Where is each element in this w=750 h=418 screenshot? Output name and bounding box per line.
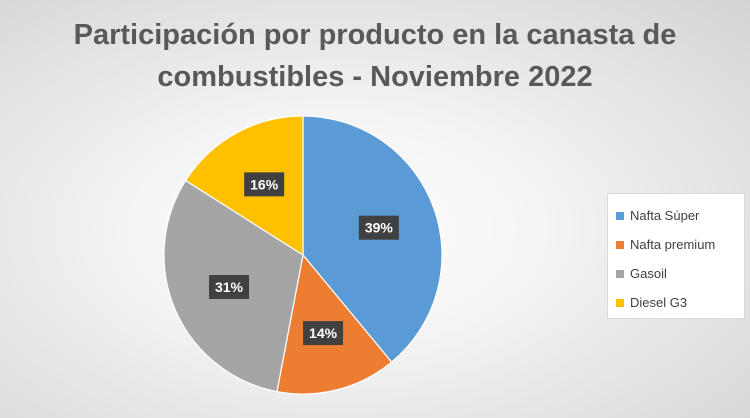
data-label-nafta-super: 39% [358, 215, 399, 240]
legend-swatch [616, 211, 624, 220]
data-label-diesel-g3: 16% [244, 172, 285, 197]
data-label-nafta-premium: 14% [303, 321, 344, 346]
legend-swatch [616, 269, 624, 278]
legend: Nafta Súper Nafta premium Gasoil Diesel … [607, 193, 745, 319]
chart-title: Participación por producto en la canasta… [0, 14, 750, 98]
legend-label: Gasoil [630, 266, 667, 281]
legend-label: Nafta Súper [630, 208, 700, 223]
legend-item-nafta-premium: Nafta premium [616, 230, 744, 259]
pie-slices [163, 115, 443, 395]
data-label-box [209, 275, 250, 300]
data-label-box [358, 215, 399, 240]
data-label-box [303, 321, 344, 346]
data-label-text: 14% [309, 325, 338, 341]
legend-item-diesel-g3: Diesel G3 [616, 288, 744, 317]
legend-swatch [616, 240, 624, 249]
chart-title-line-1: Participación por producto en la canasta… [73, 19, 677, 51]
data-label-text: 16% [250, 176, 279, 192]
legend-swatch [616, 298, 624, 307]
pie-data-labels: 39% 14% 31% 16% [209, 172, 399, 346]
legend-label: Nafta premium [630, 237, 716, 252]
data-label-gasoil: 31% [209, 275, 250, 300]
legend-item-gasoil: Gasoil [616, 259, 744, 288]
data-label-text: 31% [215, 279, 244, 295]
legend-item-nafta-super: Nafta Súper [616, 201, 744, 230]
data-label-box [244, 172, 285, 197]
legend-label: Diesel G3 [630, 295, 688, 310]
chart-title-line-2: combustibles - Noviembre 2022 [157, 61, 593, 93]
data-label-text: 39% [365, 220, 394, 236]
